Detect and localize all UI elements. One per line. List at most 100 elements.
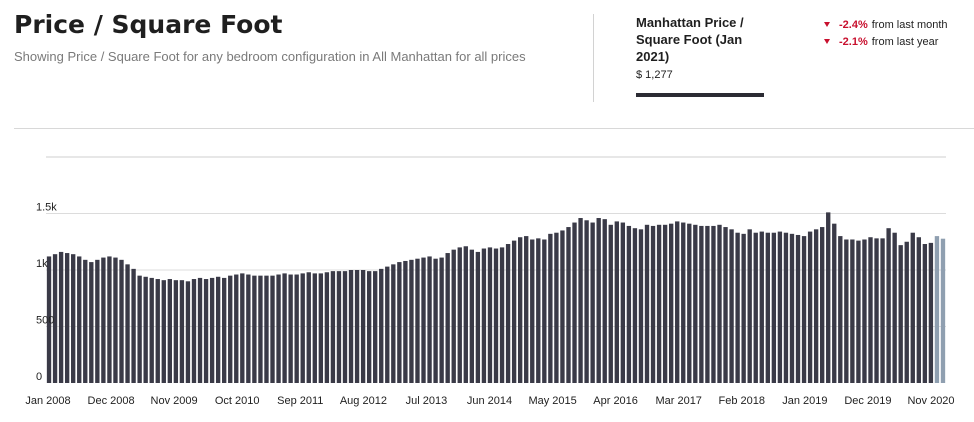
down-triangle-icon — [824, 22, 830, 27]
bar — [789, 233, 795, 383]
bar — [427, 256, 432, 383]
bar — [795, 234, 801, 383]
bar — [693, 224, 698, 383]
bar — [58, 251, 64, 383]
bar — [222, 277, 227, 383]
bar — [137, 275, 142, 383]
bar — [324, 272, 330, 383]
bar — [318, 273, 324, 383]
bar — [723, 227, 728, 383]
bar — [904, 241, 909, 383]
bar — [662, 224, 668, 383]
bar — [783, 232, 789, 383]
bar — [898, 245, 903, 383]
bar — [161, 280, 166, 383]
bar — [850, 239, 855, 383]
bar — [125, 264, 130, 383]
bar — [934, 236, 940, 383]
bar — [300, 273, 305, 383]
bar — [771, 232, 777, 383]
bar — [203, 279, 209, 383]
bar — [306, 272, 311, 383]
bar — [813, 229, 819, 383]
x-tick-label: Apr 2016 — [593, 395, 638, 407]
summary-underline — [636, 93, 764, 97]
bar — [209, 277, 215, 383]
bar — [922, 244, 928, 383]
bar — [711, 225, 716, 383]
bar — [258, 275, 263, 383]
bar — [336, 271, 342, 383]
down-triangle-icon — [824, 39, 830, 44]
bar — [886, 228, 891, 383]
bar — [801, 236, 807, 383]
bar — [493, 248, 499, 383]
bar — [385, 266, 390, 383]
bar — [234, 274, 239, 383]
bar — [717, 224, 722, 383]
bar — [469, 249, 475, 383]
x-tick-label: Nov 2009 — [151, 395, 198, 407]
bar — [379, 268, 384, 383]
bar — [892, 232, 897, 383]
bar — [524, 236, 529, 383]
bar — [348, 270, 354, 383]
bar — [820, 227, 825, 383]
bar — [95, 259, 100, 383]
bar — [421, 257, 426, 383]
bar — [620, 222, 626, 383]
bar — [475, 251, 481, 383]
x-tick-label: Jun 2014 — [467, 395, 512, 407]
bar — [366, 271, 372, 383]
bar — [191, 279, 197, 383]
bar — [185, 281, 191, 383]
bar — [572, 222, 577, 383]
bar — [530, 239, 535, 383]
bar — [505, 244, 511, 383]
bar — [240, 273, 245, 383]
bar — [916, 237, 921, 383]
change-month: -2.4% from last month — [824, 16, 948, 33]
bar — [566, 227, 571, 383]
bar — [632, 228, 638, 383]
bar — [131, 268, 136, 383]
bar — [403, 260, 408, 383]
bar — [101, 257, 106, 383]
bar — [554, 232, 559, 383]
bar — [626, 225, 632, 383]
bar — [113, 257, 118, 383]
x-tick-label: Mar 2017 — [655, 395, 701, 407]
bar — [844, 239, 849, 383]
page-title: Price / Square Foot — [14, 10, 283, 39]
bar — [542, 239, 547, 383]
bar — [928, 242, 934, 383]
x-tick-label: May 2015 — [528, 395, 576, 407]
bar — [463, 246, 468, 383]
bar — [614, 221, 619, 383]
bar — [807, 231, 813, 383]
bar — [874, 238, 879, 383]
bar — [83, 259, 88, 383]
bar — [228, 275, 233, 383]
bar — [741, 233, 746, 383]
x-tick-label: Dec 2019 — [844, 395, 891, 407]
x-tick-label: Aug 2012 — [340, 395, 387, 407]
bar — [735, 232, 740, 383]
bar — [276, 274, 281, 383]
bar — [584, 220, 589, 383]
bar — [252, 275, 257, 383]
summary-panel: Manhattan Price / Square Foot (Jan 2021)… — [636, 14, 776, 97]
bar — [71, 254, 76, 383]
bar — [656, 224, 662, 383]
bar — [64, 253, 70, 383]
y-tick-label: 1k — [36, 258, 48, 270]
bar — [638, 229, 644, 383]
bar — [173, 280, 179, 383]
bar — [753, 232, 758, 383]
bar — [868, 237, 873, 383]
bar — [668, 223, 674, 383]
bar — [312, 273, 317, 383]
bar — [596, 218, 601, 383]
bar — [354, 270, 360, 383]
bar — [548, 233, 553, 383]
